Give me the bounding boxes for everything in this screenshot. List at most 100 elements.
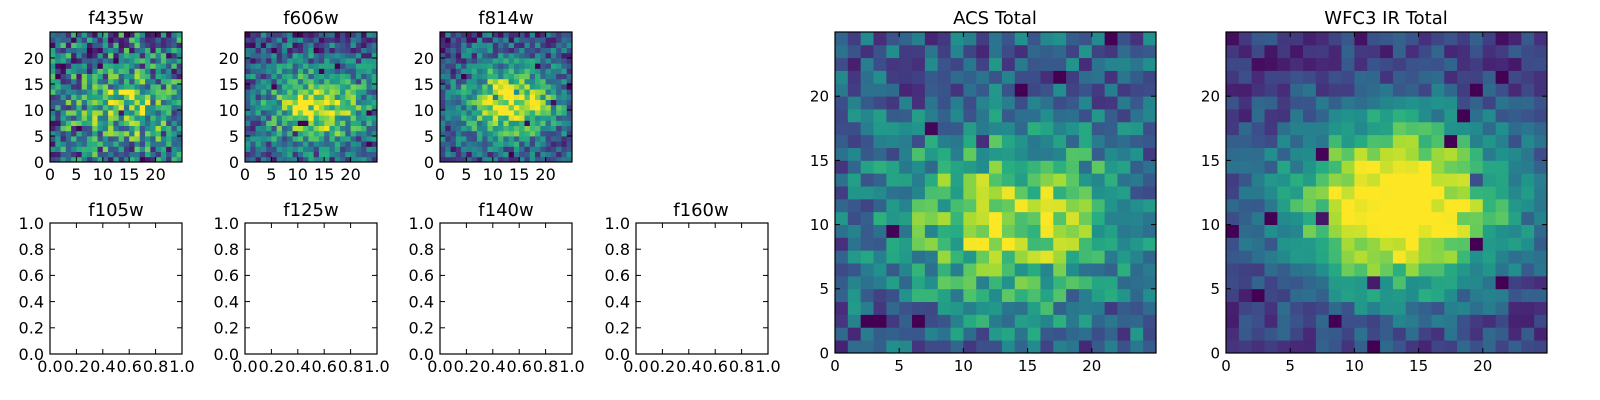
heatmap-cell: [989, 121, 1003, 136]
heatmap-cell: [366, 99, 373, 106]
heatmap-cell: [1027, 160, 1041, 174]
heatmap-cell: [1117, 121, 1131, 136]
heatmap-cell: [1078, 44, 1093, 59]
heatmap-cell: [1238, 32, 1253, 46]
heatmap-cell: [92, 156, 98, 163]
heatmap-cell: [276, 42, 283, 48]
heatmap-cell: [1315, 160, 1330, 174]
heatmap-cell: [313, 110, 320, 116]
heatmap-cell: [76, 146, 83, 152]
x-tick-label: 0.4: [285, 357, 310, 376]
heatmap-cell: [1303, 301, 1317, 315]
x-tick-label: 15: [119, 165, 139, 184]
heatmap-cell: [924, 314, 939, 328]
heatmap-cell: [860, 250, 874, 264]
heatmap-cell: [1341, 160, 1355, 174]
heatmap-cell: [461, 42, 467, 48]
heatmap-cell: [899, 275, 913, 290]
heatmap-cell: [873, 173, 887, 187]
heatmap-cell: [886, 237, 900, 251]
heatmap-cell: [108, 110, 114, 116]
heatmap-cell: [556, 99, 562, 106]
heatmap-cell: [498, 156, 504, 163]
heatmap-cell: [540, 32, 546, 38]
y-tick-label: 0: [424, 153, 434, 172]
heatmap-cell: [118, 156, 125, 163]
heatmap-cell: [976, 121, 990, 136]
heatmap-cell: [873, 96, 887, 110]
heatmap-cell: [466, 52, 473, 59]
heatmap-cell: [561, 94, 568, 100]
heatmap-cell: [471, 99, 478, 106]
heatmap-cell: [271, 110, 278, 116]
heatmap-cell: [1380, 275, 1394, 290]
axes-frame: [635, 222, 769, 355]
heatmap-cell: [318, 130, 325, 137]
heatmap-cell: [1040, 288, 1054, 303]
heatmap-cell: [950, 186, 964, 200]
heatmap-cell: [873, 314, 887, 328]
heatmap-cell: [276, 136, 283, 142]
heatmap-cell: [1431, 237, 1445, 251]
heatmap-cell: [556, 42, 562, 48]
heatmap-cell: [1143, 301, 1157, 315]
heatmap-cell: [361, 146, 367, 152]
heatmap-cell: [873, 275, 887, 290]
heatmap-cell: [334, 125, 341, 132]
heatmap-cell: [1143, 275, 1157, 290]
heatmap-cell: [260, 115, 267, 121]
heatmap-cell: [50, 110, 56, 116]
heatmap-cell: [260, 52, 267, 59]
heatmap-cell: [86, 156, 93, 163]
y-tick-label: 20: [810, 88, 829, 106]
y-tick-label: 10: [1201, 216, 1220, 234]
heatmap-cell: [318, 78, 325, 85]
y-tick-label: 0.4: [19, 292, 44, 311]
heatmap-cell: [145, 94, 151, 100]
heatmap-cell: [350, 52, 357, 59]
heatmap-cell: [1328, 173, 1342, 187]
heatmap-cell: [245, 84, 251, 90]
heatmap-cell: [461, 94, 467, 100]
heatmap-cell: [292, 73, 299, 80]
heatmap-cell: [108, 141, 114, 147]
heatmap-cell: [113, 110, 120, 116]
heatmap-cell: [860, 70, 874, 84]
heatmap-cell: [873, 160, 887, 174]
heatmap-cell: [118, 37, 125, 43]
heatmap-cell: [371, 136, 378, 142]
heatmap-cell: [1143, 121, 1157, 136]
heatmap-cell: [1264, 70, 1278, 84]
heatmap-cell: [292, 156, 299, 163]
heatmap-cell: [461, 141, 467, 147]
heatmap-cell: [1226, 250, 1240, 264]
heatmap-cell: [976, 250, 990, 264]
heatmap-cell: [912, 32, 926, 46]
heatmap-cell: [1392, 147, 1407, 161]
heatmap-cell: [1238, 198, 1253, 213]
heatmap-cell: [60, 99, 67, 106]
heatmap-cell: [847, 314, 862, 328]
heatmap-cell: [1104, 237, 1118, 251]
heatmap-cell: [1143, 186, 1157, 200]
heatmap-cell: [976, 57, 990, 71]
heatmap-cell: [524, 47, 531, 54]
heatmap-cell: [150, 136, 156, 142]
heatmap-cell: [155, 120, 162, 126]
heatmap-cell: [134, 99, 141, 106]
heatmap-cell: [108, 120, 114, 126]
heatmap-cell: [97, 73, 104, 80]
heatmap-cell: [1303, 173, 1317, 187]
heatmap-cell: [313, 125, 320, 132]
heatmap-cell: [50, 52, 56, 59]
heatmap-cell: [461, 73, 467, 80]
heatmap-cell: [287, 115, 293, 121]
y-tick-label: 0.2: [605, 319, 630, 338]
heatmap-cell: [1130, 70, 1144, 84]
heatmap-cell: [81, 151, 88, 158]
heatmap-cell: [461, 130, 467, 137]
heatmap-cell: [519, 68, 525, 74]
heatmap-cell: [1380, 263, 1394, 277]
heatmap-cell: [1457, 44, 1471, 59]
heatmap-cell: [873, 263, 887, 277]
